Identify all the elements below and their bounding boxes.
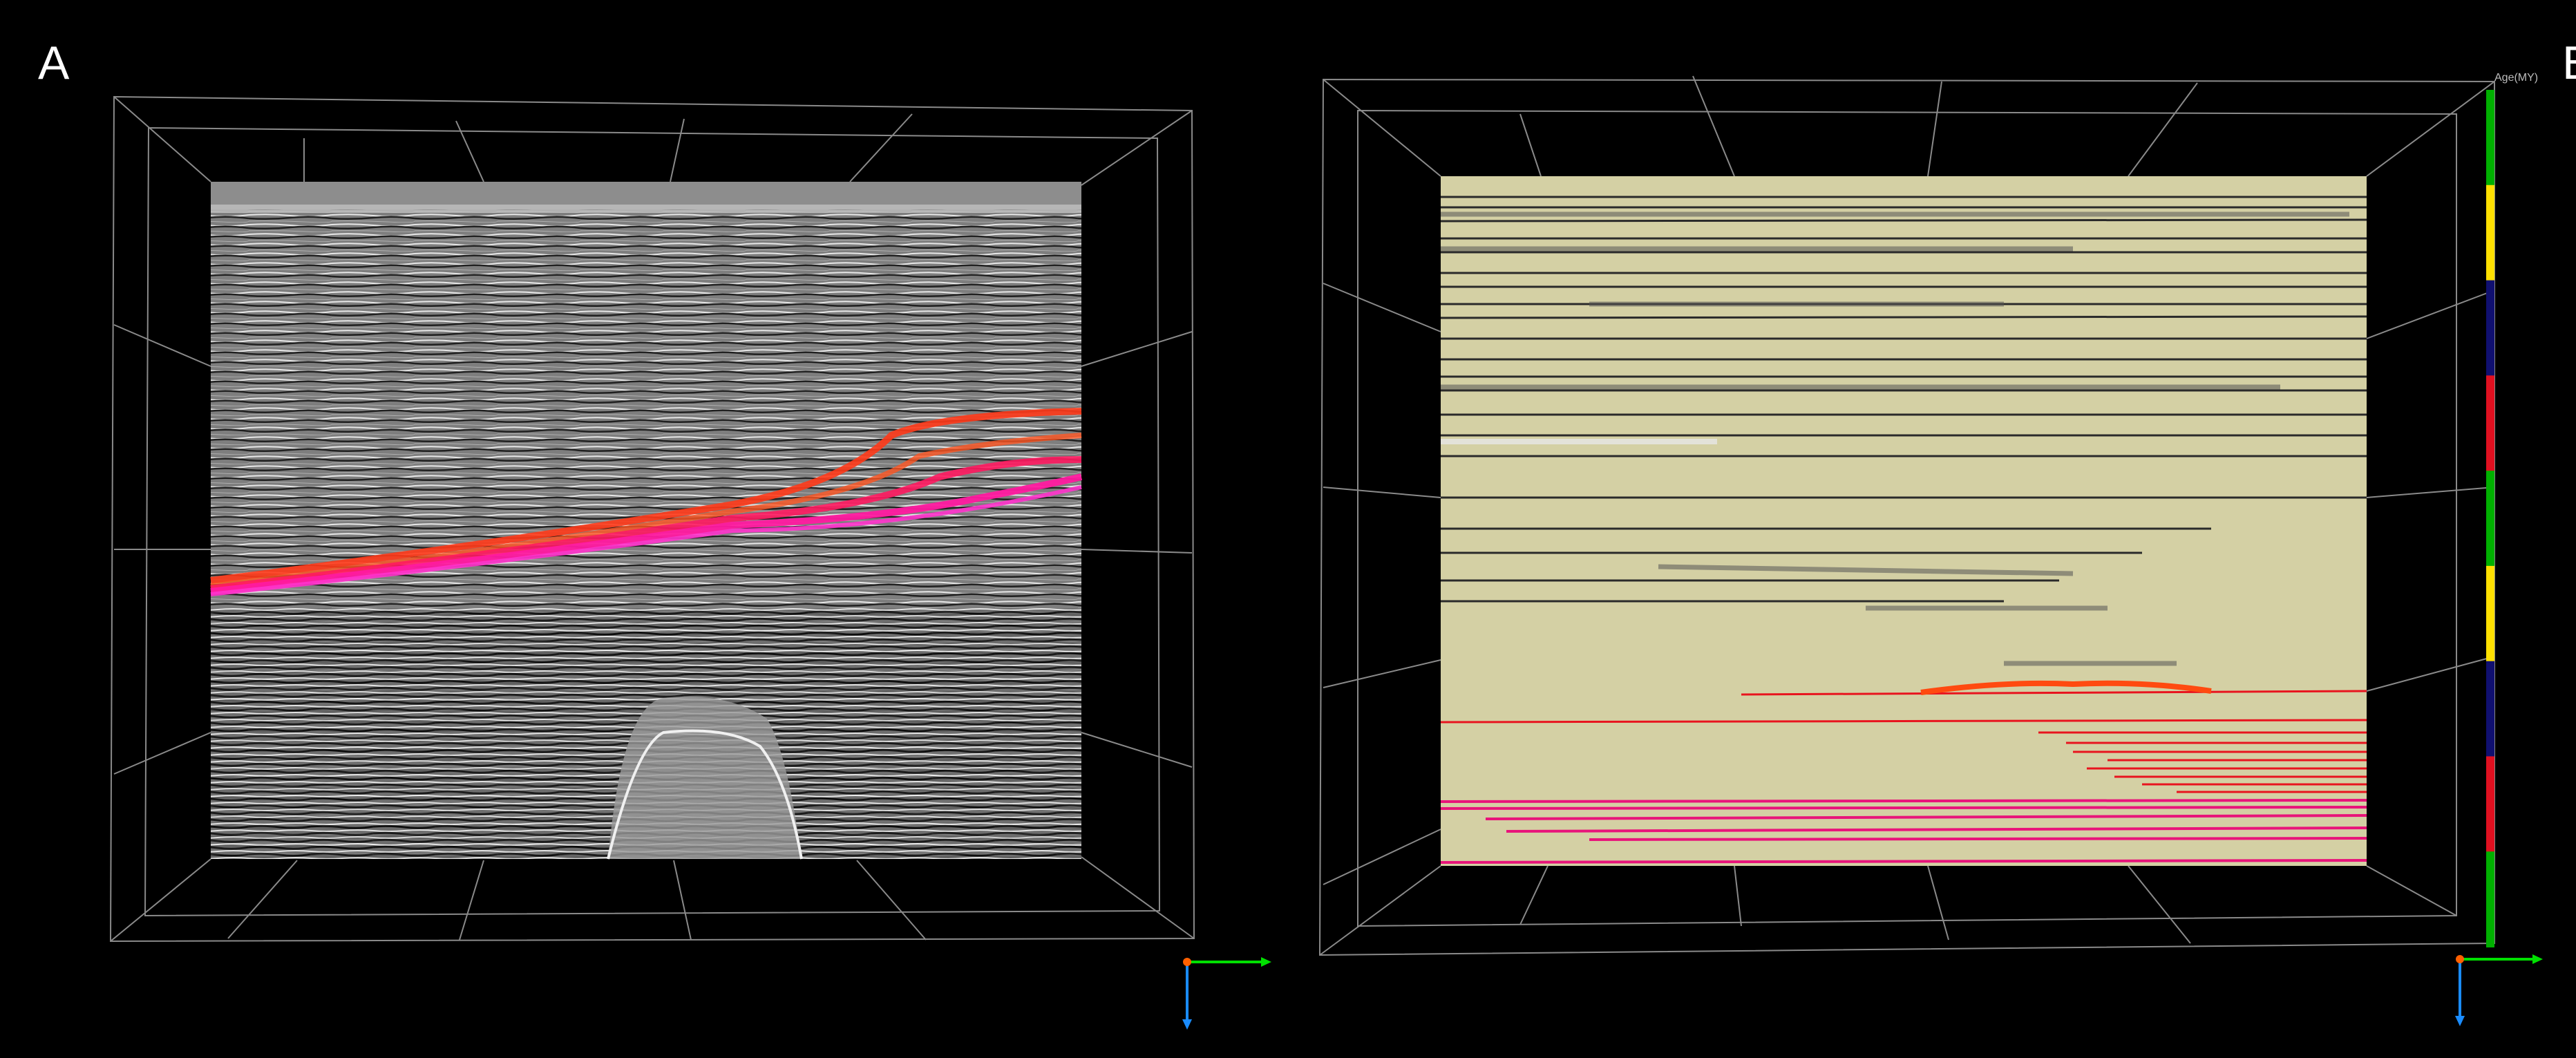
panel-b-cube-frame [1318,75,2495,956]
panel-b-label: B [2562,36,2576,90]
age-colorbar-segment [2486,756,2494,853]
panel-a: A [38,37,70,89]
panel-a-seismic-section [210,182,1083,860]
panel-b-age-section [1440,176,2367,866]
panel-a-cube-frame [109,95,1195,943]
age-colorbar-label: Age(MY) [2494,72,2539,84]
age-colorbar-segment [2486,375,2494,472]
panel-a-label: A [38,37,70,89]
age-colorbar-segment [2486,851,2494,947]
age-colorbar [2486,90,2494,947]
panel-a-axis-gizmo-icon [1182,957,1271,1030]
age-colorbar-segment [2486,185,2494,281]
age-colorbar-segment [2486,661,2494,757]
panel-b: B [1288,0,2576,1058]
age-colorbar-segment [2486,471,2494,567]
age-colorbar-segment [2486,565,2494,662]
age-colorbar-segment [2486,90,2494,186]
age-colorbar-segment [2486,280,2494,377]
panel-b-axis-gizmo-icon [2455,954,2543,1026]
